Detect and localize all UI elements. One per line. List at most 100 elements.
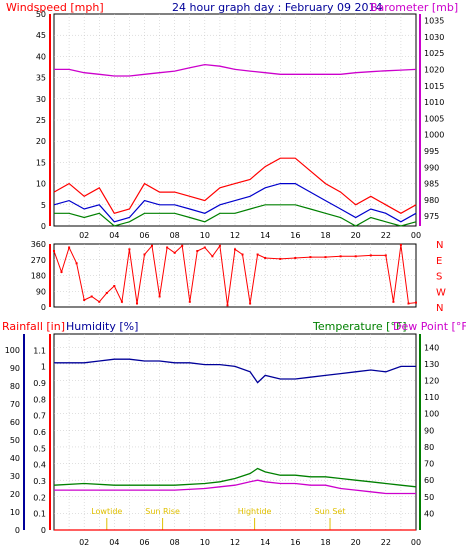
baro-y-tick-label: 1010 (424, 98, 444, 107)
baro-y-tick-label: 1030 (424, 33, 444, 42)
weather-panel-x-tick-label: 12 (230, 538, 240, 547)
wind-axis-title: Windspeed [mph] (6, 1, 104, 14)
event-marker-label: Hightide (238, 507, 272, 516)
series-direction-line (53, 244, 417, 306)
wind-panel-x-tick-label: 12 (230, 231, 240, 240)
rain-y-tick-label: 0.5 (33, 444, 46, 453)
wind-y-tick-label: 40 (36, 52, 46, 61)
rain-y-tick-label: 0.8 (33, 395, 46, 404)
wind-panel-x-tick-label: 16 (290, 231, 300, 240)
series-dew-point-f-line (54, 479, 416, 495)
temperature-y-tick-label: 120 (424, 377, 439, 386)
wind-y-tick-label: 20 (36, 137, 46, 146)
baro-y-tick-label: 1015 (424, 82, 444, 91)
humidity-y-tick-label: 20 (10, 490, 20, 499)
rain-y-tick-label: 0.7 (33, 412, 46, 421)
weather-panel-plot-area (53, 333, 417, 531)
temperature-y-tick-label: 130 (424, 360, 439, 369)
event-marker-label: Sun Set (315, 507, 346, 516)
wind-panel-x-tick-label: 20 (351, 231, 361, 240)
humidity-y-tick-label: 80 (10, 382, 20, 391)
humidity-y-tick-label: 40 (10, 454, 20, 463)
wind-y-tick-label: 30 (36, 95, 46, 104)
rain-y-tick-label: 0.1 (33, 510, 46, 519)
baro-y-tick-label: 995 (424, 147, 439, 156)
compass-label: E (436, 256, 442, 267)
chart-title: 24 hour graph day : February 09 2014 (172, 1, 383, 14)
rain-y-tick-label: 0.2 (33, 493, 46, 502)
weather-panel-x-tick-label: 18 (320, 538, 330, 547)
series-humidity-line (54, 358, 416, 384)
weather-panel-x-tick-label: 16 (290, 538, 300, 547)
humidity-axis-title: Humidity [%] (66, 320, 138, 333)
wind-panel-x-tick-label: 18 (320, 231, 330, 240)
weather-panel-x-tick-label: 20 (351, 538, 361, 547)
humidity-y-tick-label: 100 (5, 346, 20, 355)
weather-panel-x-tick-label: 22 (381, 538, 391, 547)
temperature-axis-title: Temperature [°F] (312, 320, 407, 333)
rain-y-tick-label: 1.1 (33, 346, 46, 355)
temperature-y-tick-label: 110 (424, 393, 439, 402)
weather-panel-x-tick-label: 10 (200, 538, 210, 547)
barometer-axis-title: Barometer [mb] (370, 1, 458, 14)
rain-y-tick-label: 0.3 (33, 477, 46, 486)
temperature-y-tick-label: 50 (424, 493, 434, 502)
baro-y-tick-label: 1025 (424, 49, 444, 58)
wind-panel-x-tick-label: 08 (170, 231, 180, 240)
direction-y-tick-label: 90 (36, 287, 46, 296)
wind-panel-x-tick-label: 04 (109, 231, 119, 240)
rain-y-tick-label: 0 (41, 526, 46, 535)
compass-label: S (436, 272, 442, 283)
event-marker-label: Sun Rise (145, 507, 180, 516)
rain-y-tick-label: 0.4 (33, 461, 46, 470)
temperature-y-tick-label: 40 (424, 509, 434, 518)
event-marker-label: Lowtide (91, 507, 122, 516)
wind-panel-x-tick-label: 10 (200, 231, 210, 240)
temperature-y-tick-label: 80 (424, 443, 434, 452)
wind-barometer-panel: 0510152025303540455097598098599099510001… (36, 10, 445, 240)
wind-panel-x-tick-label: 02 (79, 231, 89, 240)
wind-y-tick-label: 25 (36, 116, 46, 125)
baro-y-tick-label: 975 (424, 212, 439, 221)
series-temperature-f-line (53, 467, 417, 488)
weather-panel-x-tick-label: 04 (109, 538, 119, 547)
rain-humidity-temp-panel: 0 10 20 30 40 50 60 70 80 90 100 0 0.1 0.2 0.3 0.4 0.5 0.… (5, 333, 439, 547)
humidity-y-tick-label: 10 (10, 508, 20, 517)
rainfall-axis-title: Rainfall [in] (2, 320, 65, 333)
baro-y-tick-label: 1035 (424, 17, 444, 26)
wind-panel-x-tick-label: 00 (411, 231, 421, 240)
dewpoint-axis-title: Dew Point [°F] (393, 320, 466, 333)
temperature-y-tick-label: 70 (424, 460, 434, 469)
humidity-y-tick-label: 60 (10, 418, 20, 427)
baro-y-tick-label: 1000 (424, 131, 444, 140)
wind-y-tick-label: 15 (36, 158, 46, 167)
wind-y-tick-label: 35 (36, 74, 46, 83)
wind-panel-x-tick-label: 14 (260, 231, 270, 240)
direction-y-tick-label: 360 (31, 240, 46, 249)
compass-label: N (436, 303, 443, 314)
baro-y-tick-label: 990 (424, 163, 439, 172)
temperature-y-tick-label: 100 (424, 410, 439, 419)
series-barometer-line (54, 63, 417, 77)
wind-y-tick-label: 50 (36, 10, 46, 19)
wind-panel-x-tick-label: 22 (381, 231, 391, 240)
humidity-y-tick-label: 30 (10, 472, 20, 481)
series-gust-line (53, 157, 417, 215)
direction-y-tick-label: 270 (31, 256, 46, 265)
wind-y-tick-label: 10 (36, 180, 46, 189)
compass-label: W (436, 287, 446, 298)
wind-panel-x-tick-label: 06 (139, 231, 149, 240)
baro-y-tick-label: 1020 (424, 65, 444, 74)
temperature-y-tick-label: 140 (424, 343, 439, 352)
series-average-line (53, 183, 417, 223)
rain-y-tick-label: 0.6 (33, 428, 46, 437)
humidity-y-tick-label: 0 (15, 526, 20, 535)
weather-panel-x-tick-label: 02 (79, 538, 89, 547)
baro-y-tick-label: 985 (424, 180, 439, 189)
wind-y-tick-label: 5 (41, 201, 46, 210)
temperature-y-tick-label: 90 (424, 426, 434, 435)
series-lull-line (54, 204, 417, 227)
compass-label: N (436, 240, 443, 251)
